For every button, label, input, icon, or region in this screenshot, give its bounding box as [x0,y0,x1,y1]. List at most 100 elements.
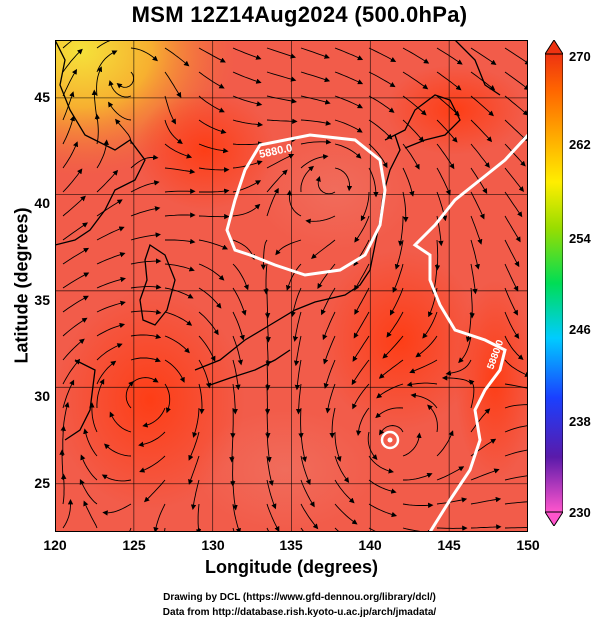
streamline [504,425,528,433]
streamline [266,153,295,169]
streamline [300,71,331,83]
streamline [504,404,528,409]
streamline [164,212,196,218]
streamline [198,95,225,113]
streamline [83,428,98,457]
streamline [232,119,264,128]
streamline [229,431,235,463]
streamline [300,479,315,508]
streamline [410,392,438,409]
streamline [264,288,271,319]
streamline [275,239,302,256]
streamline [470,263,478,295]
streamline [80,454,98,481]
streamline [323,359,336,389]
streamline [436,466,465,481]
streamline [504,71,528,91]
streamline [198,167,230,173]
streamline [300,455,311,486]
streamline [355,407,370,436]
streamline [164,119,183,144]
streamline [368,71,396,88]
streamline [504,239,520,268]
streamline [285,263,302,291]
colorbar-tick-label: 238 [569,414,591,429]
streamline [198,287,222,309]
streamline [354,215,370,243]
streamline [188,455,200,485]
y-tick-label: 40 [34,195,50,211]
streamline [458,335,472,364]
colorbar-tick-label: 254 [569,231,591,246]
streamline [334,143,362,159]
streamline [266,431,272,463]
streamline [266,503,280,532]
streamline [334,503,358,525]
streamline [130,357,161,363]
streamline [96,139,109,169]
streamline [334,119,363,133]
streamline [96,343,123,361]
streamline [164,71,182,98]
streamline [130,206,161,217]
credits-data: Data from http://database.rish.kyoto-u.a… [162,607,437,618]
map-gridlines [55,40,528,532]
streamline [198,213,230,220]
x-tick-label: 120 [43,537,67,553]
streamline [188,431,200,461]
streamline [164,238,196,245]
streamline [436,167,451,196]
streamline [352,335,370,362]
streamline [101,474,132,482]
streamline [368,167,379,198]
streamline [198,263,225,281]
streamline [351,359,370,386]
map-canvas: 5880.0 5880.0 [55,40,528,532]
streamline [164,95,176,125]
streamline [103,443,132,457]
streamline [153,503,166,532]
streamline [415,335,438,358]
streamline [198,47,226,63]
streamline [375,407,404,419]
streamline [436,143,455,170]
streamline [96,300,126,313]
streamline [294,359,302,391]
streamline [266,47,297,59]
streamline [164,188,196,195]
streamline [402,143,420,170]
y-tick-label: 25 [34,475,50,491]
streamline [130,309,162,315]
streamline [198,239,229,250]
streamline [232,95,263,107]
y-axis-label: Latitude (degrees) [11,207,32,364]
streamline [334,95,363,109]
streamline [334,432,342,462]
streamline [62,247,90,265]
streamline [190,479,200,510]
streamline [79,478,98,505]
streamline [96,360,117,385]
streamline [402,502,434,509]
streamline [504,501,528,505]
streamline [334,47,364,61]
streamline [130,377,159,385]
streamline [402,119,424,143]
streamline [354,287,370,315]
streamline [317,263,336,289]
streamline [504,95,528,116]
streamline [305,215,336,224]
map-title: MSM 12Z14Aug2024 (500.0hPa) [131,2,468,27]
streamline [108,80,132,98]
streamline [232,239,255,260]
streamline [504,335,524,360]
streamline [62,499,74,529]
streamline [62,338,85,361]
streamline [198,119,227,134]
streamline [378,359,404,379]
streamline [62,272,90,289]
streamline [504,383,528,389]
streamline [232,263,249,291]
streamline [164,287,194,299]
streamline [130,258,162,265]
